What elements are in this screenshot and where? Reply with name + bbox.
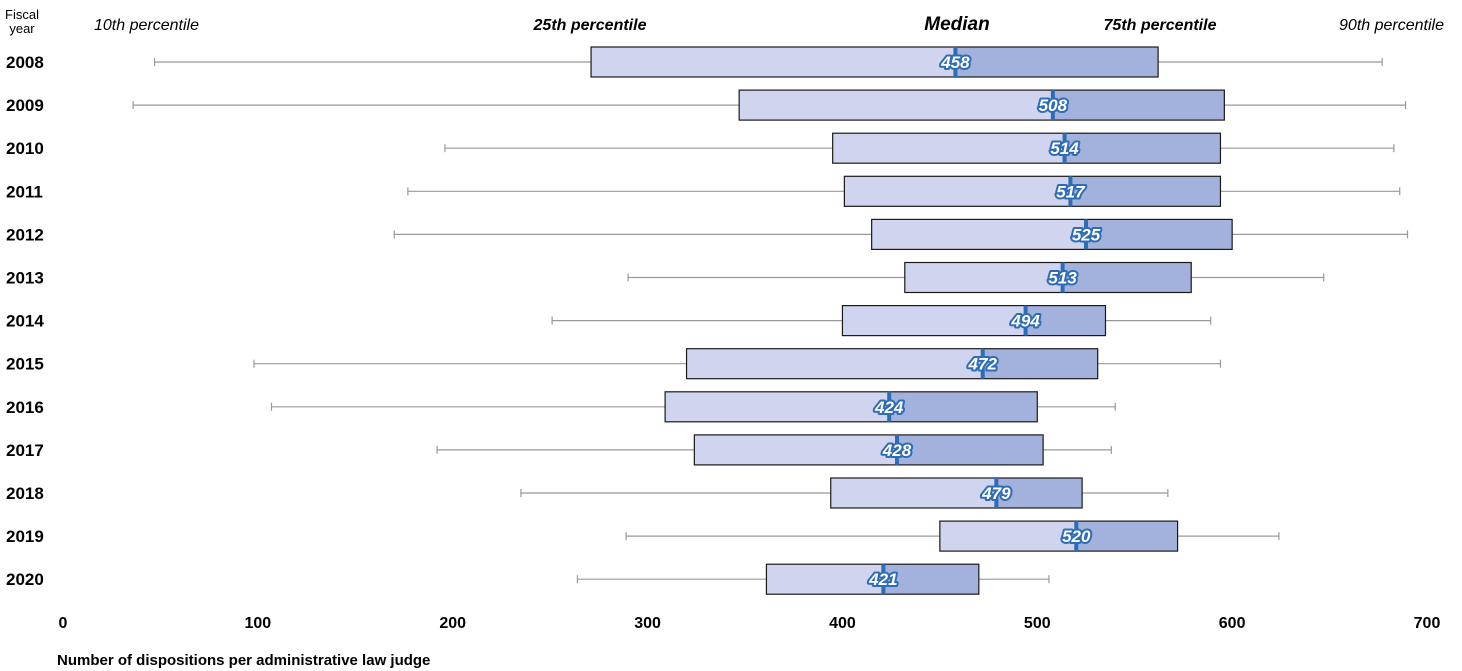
p10-header: 10th percentile: [94, 17, 199, 34]
box-lower-half: [904, 262, 1063, 293]
box-outline: [904, 261, 1192, 294]
box-upper-half: [896, 434, 1044, 465]
row-2020: 2020 421: [6, 563, 1050, 595]
box-outline: [841, 305, 1107, 337]
box-outline: [939, 520, 1179, 552]
year-label: 2017: [6, 441, 44, 460]
median-value-label: 520: [1062, 527, 1091, 546]
box-upper-half: [889, 391, 1038, 422]
median-header: Median: [924, 14, 989, 35]
year-label: 2020: [6, 570, 44, 589]
row-2018: 2018 479: [6, 477, 1169, 509]
box-lower-half: [686, 348, 983, 379]
median-value-label: 494: [1010, 312, 1040, 331]
box-upper-half: [1086, 219, 1233, 250]
row-2019: 2019 520: [6, 520, 1280, 552]
year-label: 2008: [6, 53, 44, 72]
median-value-label: 479: [981, 484, 1011, 503]
row-2012: 2012 525: [6, 218, 1409, 250]
box-lower-half: [830, 478, 997, 508]
box-outline: [765, 563, 980, 595]
x-axis: 0 100 200 300 400 500 600 700: [59, 615, 1441, 632]
x-tick-label: 200: [439, 615, 466, 632]
box-upper-half: [955, 47, 1159, 77]
x-tick-label: 400: [829, 615, 856, 632]
x-tick-label: 500: [1024, 615, 1051, 632]
box-lower-half: [832, 133, 1065, 164]
year-label: 2009: [6, 96, 44, 115]
box-upper-half: [996, 478, 1083, 508]
box-lower-half: [871, 219, 1086, 250]
p90-header: 90th percentile: [1339, 17, 1444, 34]
box-upper-half: [883, 564, 979, 595]
year-label: 2011: [6, 182, 43, 201]
row-2011: 2011 517: [6, 175, 1401, 207]
row-2009: 2009 508: [6, 89, 1407, 121]
row-2017: 2017 428: [6, 434, 1112, 466]
box-outline: [693, 434, 1044, 466]
box-lower-half: [939, 521, 1077, 552]
median-value-label: 525: [1072, 225, 1101, 244]
row-2013: 2013 513: [6, 261, 1325, 294]
x-tick-label: 700: [1414, 615, 1441, 632]
row-2014: 2014 494: [6, 305, 1212, 337]
median-value-label: 424: [874, 398, 904, 417]
row-2015: 2015 472: [6, 348, 1222, 380]
x-tick-label: 600: [1219, 615, 1246, 632]
year-label: 2012: [6, 225, 44, 244]
x-tick-label: 100: [245, 615, 272, 632]
x-tick-label: 0: [59, 615, 68, 632]
box-upper-half: [1052, 90, 1225, 121]
box-upper-half: [1025, 305, 1106, 336]
box-lower-half: [766, 564, 884, 595]
median-value-label: 421: [868, 570, 897, 589]
column-headers: Fiscal year 10th percentile 25th percent…: [5, 7, 1444, 36]
median-value-label: 517: [1056, 182, 1086, 201]
box-outline: [830, 477, 1083, 509]
row-2010: 2010 514: [6, 132, 1395, 164]
box-upper-half: [1070, 176, 1221, 207]
box-lower-half: [739, 90, 1053, 121]
year-label: 2015: [6, 355, 44, 374]
year-label: 2019: [6, 527, 44, 546]
box-outline: [664, 391, 1038, 423]
box-lower-half: [844, 176, 1071, 207]
box-lower-half: [665, 391, 890, 422]
row-2008: 2008 458: [6, 46, 1383, 78]
year-label: 2013: [6, 269, 44, 288]
box-outline: [590, 46, 1159, 78]
median-value-label: 472: [968, 355, 998, 374]
median-value-label: 428: [882, 441, 912, 460]
box-outline: [832, 132, 1222, 164]
plot-rows: 2008 458 2009 508 2010 514 2011 517 2012 525 2013 5…: [6, 46, 1409, 595]
year-label: 2016: [6, 398, 44, 417]
box-upper-half: [1062, 262, 1192, 293]
median-value-label: 513: [1048, 269, 1077, 288]
median-value-label: 458: [940, 53, 970, 72]
box-upper-half: [1064, 133, 1221, 164]
box-lower-half: [842, 305, 1026, 336]
year-label: 2014: [6, 312, 44, 331]
p25-header: 25th percentile: [533, 17, 647, 34]
fiscal-year-header-line1: Fiscal: [5, 7, 39, 22]
p75-header: 75th percentile: [1104, 17, 1217, 34]
row-2016: 2016 424: [6, 391, 1116, 423]
box-outline: [843, 175, 1222, 207]
box-outline: [685, 348, 1099, 380]
median-value-label: 514: [1050, 139, 1079, 158]
median-value-label: 508: [1039, 96, 1068, 115]
box-lower-half: [694, 434, 897, 465]
year-label: 2010: [6, 139, 44, 158]
box-outline: [738, 89, 1225, 121]
x-axis-label: Number of dispositions per administrativ…: [57, 652, 430, 669]
x-tick-label: 300: [634, 615, 661, 632]
box-upper-half: [1076, 521, 1178, 552]
box-upper-half: [982, 348, 1098, 379]
fiscal-year-header-line2: year: [9, 21, 35, 36]
box-lower-half: [591, 47, 956, 77]
year-label: 2018: [6, 484, 44, 503]
box-outline: [871, 218, 1233, 250]
